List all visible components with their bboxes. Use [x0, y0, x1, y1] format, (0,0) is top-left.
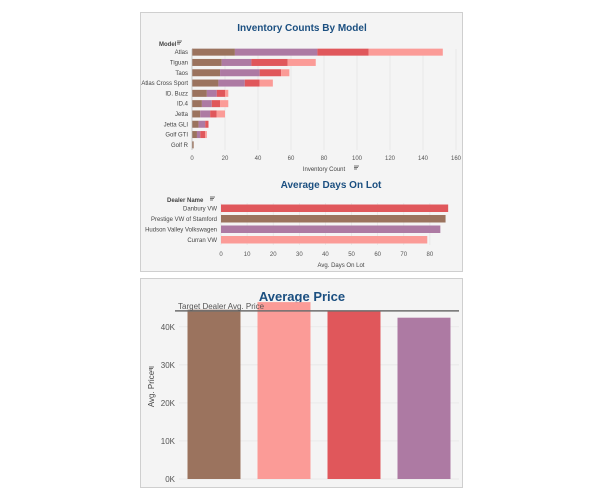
inventory-bar-segment	[192, 100, 202, 108]
inventory-x-axis-title: Inventory Count	[303, 167, 346, 173]
inventory-x-tick: 120	[385, 156, 396, 162]
inventory-bar-segment	[192, 58, 222, 66]
inventory-bar-segment	[201, 100, 212, 108]
inventory-bar-segment	[218, 79, 245, 87]
price-y-tick: 10K	[161, 437, 176, 446]
inventory-chart-title: Inventory Counts By Model	[237, 23, 367, 34]
inventory-bar-segment	[205, 131, 207, 139]
inventory-bar-segment	[220, 100, 229, 108]
average-price-svg: Average Price 0K 10K 20K 30K 40K Avg. Price Tar…	[147, 289, 459, 484]
inventory-bar-segment	[192, 48, 235, 56]
inventory-bar-segment	[211, 100, 221, 108]
inventory-x-tick: 20	[222, 156, 229, 162]
price-y-tick: 30K	[161, 361, 176, 370]
inventory-x-tick: 60	[288, 156, 295, 162]
days-x-tick: 20	[270, 252, 277, 258]
inventory-bar-segment	[192, 69, 221, 77]
inventory-bar-segment	[317, 48, 369, 56]
dealer-label: Danbury VW	[183, 206, 217, 212]
inventory-x-tick: 140	[418, 156, 429, 162]
model-label: Tiguan	[170, 60, 188, 66]
model-label: Jetta GLI	[164, 122, 189, 128]
inventory-bar-segment	[221, 58, 252, 66]
inventory-bar-segment	[368, 48, 443, 56]
inventory-and-days-panel: Inventory Counts By Model Model 0 20 40 60 80 1…	[140, 12, 463, 272]
inventory-bar-segment	[200, 110, 211, 118]
inventory-bar-segment	[196, 131, 201, 139]
days-bar	[221, 236, 428, 244]
price-bar	[397, 317, 451, 479]
inventory-bar-segment	[216, 110, 225, 118]
model-label: ID. Buzz	[165, 91, 188, 97]
days-x-axis-title: Avg. Days On Lot	[318, 263, 365, 269]
inventory-bar-segment	[281, 69, 290, 77]
inventory-x-tick: 80	[321, 156, 328, 162]
inventory-bar-segment	[198, 120, 206, 128]
price-bar	[257, 302, 311, 479]
dealer-label: Curran VW	[187, 238, 217, 244]
price-y-tick: 20K	[161, 399, 176, 408]
price-y-axis-title: Avg. Price	[147, 370, 156, 407]
inventory-x-tick: 160	[451, 156, 462, 162]
dealer-axis-header: Dealer Name	[167, 198, 204, 204]
inventory-bar-segment	[259, 79, 273, 87]
model-label: Taos	[175, 71, 188, 77]
inventory-bar-segment	[234, 48, 318, 56]
model-axis-header: Model	[159, 42, 177, 48]
price-y-tick: 0K	[165, 475, 175, 484]
price-bar	[327, 310, 381, 479]
inventory-bar-segment	[205, 120, 209, 128]
inventory-bar-segment	[200, 131, 206, 139]
price-bar	[187, 309, 241, 479]
inventory-bar-segment	[251, 58, 288, 66]
days-x-tick: 80	[427, 252, 434, 258]
inventory-count-filter-icon[interactable]	[354, 165, 359, 170]
average-price-panel: Average Price 0K 10K 20K 30K 40K Avg. Price Tar…	[140, 278, 463, 488]
inventory-bar-segment	[192, 79, 219, 87]
model-label: Golf R	[171, 143, 189, 149]
inventory-bar-segment	[244, 79, 260, 87]
model-label: Jetta	[175, 112, 189, 118]
inventory-bar-segment	[287, 58, 316, 66]
model-label: ID.4	[177, 102, 189, 108]
days-x-tick: 30	[296, 252, 303, 258]
target-price-label: Target Dealer Avg. Price	[178, 302, 265, 311]
days-bar	[221, 215, 446, 223]
inventory-bar-segment	[225, 89, 229, 97]
model-filter-icon[interactable]	[177, 40, 182, 45]
price-y-tick: 40K	[161, 323, 176, 332]
days-bar	[221, 204, 449, 212]
inventory-x-tick: 0	[190, 156, 194, 162]
inventory-bar-segment	[192, 141, 194, 149]
days-x-tick: 0	[219, 252, 223, 258]
average-price-title: Average Price	[259, 289, 345, 304]
inventory-bar-segment	[216, 89, 225, 97]
days-x-tick: 70	[400, 252, 407, 258]
dealer-label: Hudson Valley Volkswagen	[145, 227, 217, 233]
inventory-bar-segment	[192, 131, 197, 139]
inventory-bar-segment	[259, 69, 282, 77]
dealer-label: Prestige VW of Stamford	[151, 217, 217, 223]
inventory-bar-segment	[210, 110, 217, 118]
days-chart-title: Average Days On Lot	[281, 180, 382, 191]
inventory-x-tick: 40	[255, 156, 262, 162]
days-x-tick: 40	[322, 252, 329, 258]
model-label: Atlas	[175, 50, 188, 56]
price-filter-icon[interactable]	[149, 366, 154, 371]
inventory-bar-segment	[206, 89, 217, 97]
dealer-filter-icon[interactable]	[210, 196, 215, 201]
days-x-tick: 50	[348, 252, 355, 258]
inventory-x-tick: 100	[352, 156, 363, 162]
inventory-bar-segment	[192, 89, 207, 97]
inventory-bar-segment	[192, 120, 199, 128]
inventory-bar-segment	[192, 110, 201, 118]
days-bar	[221, 225, 441, 233]
days-x-tick: 10	[244, 252, 251, 258]
model-label: Golf GTI	[165, 133, 188, 139]
days-x-tick: 60	[374, 252, 381, 258]
model-label: Atlas Cross Sport	[141, 81, 188, 87]
top-charts-svg: Inventory Counts By Model Model 0 20 40 60 80 1…	[141, 23, 462, 269]
inventory-bar-segment	[220, 69, 260, 77]
